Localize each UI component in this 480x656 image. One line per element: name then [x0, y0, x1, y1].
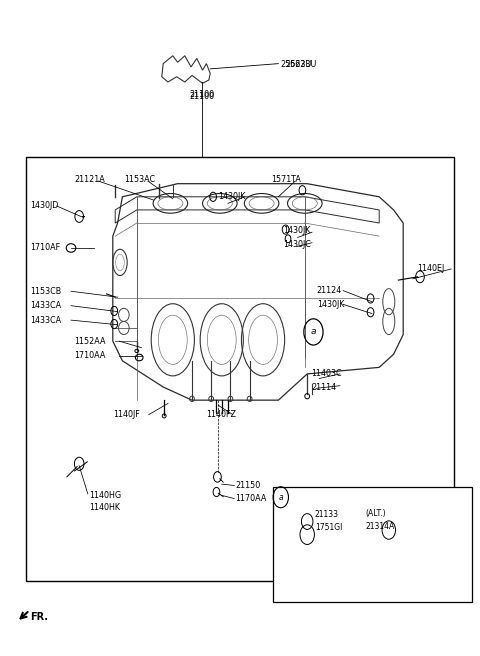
Bar: [26, 157, 454, 581]
Text: 1153CB: 1153CB: [30, 287, 61, 296]
Bar: [273, 487, 472, 602]
Text: 1140EJ: 1140EJ: [418, 264, 445, 274]
Text: 11403C: 11403C: [311, 369, 342, 379]
Text: 1433CA: 1433CA: [30, 316, 61, 325]
Text: 1571TA: 1571TA: [271, 175, 301, 184]
Text: 21100: 21100: [189, 92, 214, 101]
Text: 21124: 21124: [317, 286, 342, 295]
Text: 1430JK: 1430JK: [317, 300, 344, 309]
Text: a: a: [311, 327, 316, 337]
Text: 1140JF: 1140JF: [113, 410, 140, 419]
Text: 1140HG: 1140HG: [89, 491, 121, 500]
Text: 21150: 21150: [235, 481, 261, 490]
Text: 1430JC: 1430JC: [283, 239, 311, 249]
Text: 1751GI: 1751GI: [315, 523, 342, 532]
Text: FR.: FR.: [30, 611, 48, 622]
Text: 1140HK: 1140HK: [89, 503, 120, 512]
Text: 21121A: 21121A: [74, 175, 105, 184]
Text: 25623U: 25623U: [286, 60, 317, 69]
Text: 1153AC: 1153AC: [124, 175, 155, 184]
Text: 1430JD: 1430JD: [30, 201, 58, 211]
Text: 1152AA: 1152AA: [74, 337, 106, 346]
Text: 1710AA: 1710AA: [74, 351, 106, 360]
Text: 21114: 21114: [311, 382, 336, 392]
Text: 1140FZ: 1140FZ: [206, 410, 236, 419]
Text: 25623U: 25623U: [281, 60, 312, 69]
Text: 21133: 21133: [314, 510, 338, 520]
Text: a: a: [278, 493, 283, 502]
Text: 1170AA: 1170AA: [235, 494, 266, 503]
Text: 1430JK: 1430JK: [283, 226, 311, 236]
Text: (ALT.): (ALT.): [366, 509, 386, 518]
Text: 1430JK: 1430JK: [218, 192, 246, 201]
Text: 21100: 21100: [189, 90, 214, 99]
Text: 21314A: 21314A: [366, 522, 395, 531]
Text: 1433CA: 1433CA: [30, 301, 61, 310]
Text: 1710AF: 1710AF: [30, 243, 60, 253]
